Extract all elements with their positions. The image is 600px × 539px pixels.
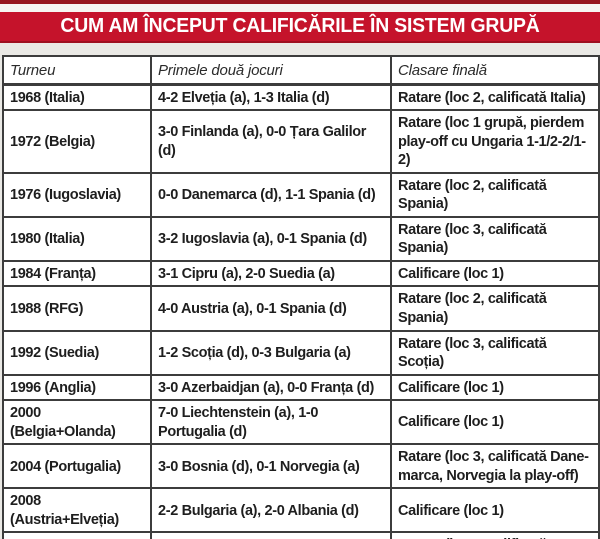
cell-turneu: 1980 (Italia) (2, 215, 152, 262)
cell-jocuri: 1-2 Scoția (d), 0-3 Bulgaria (a) (150, 329, 392, 376)
title-banner: CUM AM ÎNCEPUT CALIFICĂRILE ÎN SISTEM GR… (0, 12, 600, 43)
cell-clasare: Ratare (loc 3, calificată Dane­marca, No… (390, 443, 600, 490)
table-row: 2008 (Austria+Elveția) 2-2 Bulgaria (a),… (2, 487, 600, 534)
cell-clasare: Calificare (loc 1) (390, 487, 600, 534)
cell-clasare: Ratare (loc 2, calificată Italia) (390, 82, 600, 112)
cell-jocuri: 4-2 Elveția (a), 1-3 Italia (d) (150, 82, 392, 112)
cell-clasare: Ratare (loc 2, calificată Spania) (390, 285, 600, 332)
cell-turneu: 2000 (Belgia+Olanda) (2, 399, 152, 446)
table-header-row: Turneu Primele două jocuri Clasare final… (2, 55, 600, 86)
table-row: 2012 (Polonia+Ucraina) 1-1 Albania (a), … (2, 531, 600, 539)
cell-clasare: Ratare (loc 3, calificată Franța, Bosnia… (390, 531, 600, 539)
table-row: 1968 (Italia) 4-2 Elveția (a), 1-3 Itali… (2, 82, 600, 112)
cell-jocuri: 4-0 Austria (a), 0-1 Spania (d) (150, 285, 392, 332)
cell-turneu: 1992 (Suedia) (2, 329, 152, 376)
cell-clasare: Calificare (loc 1) (390, 373, 600, 402)
cell-jocuri: 0-0 Danemarca (d), 1-1 Spania (d) (150, 171, 392, 218)
cell-clasare: Ratare (loc 2, calificată Spania) (390, 171, 600, 218)
qualification-table: Turneu Primele două jocuri Clasare final… (2, 55, 600, 539)
cell-turneu: 1972 (Belgia) (2, 109, 152, 174)
page-title: CUM AM ÎNCEPUT CALIFICĂRILE ÎN SISTEM GR… (60, 15, 540, 37)
cell-clasare: Calificare (loc 1) (390, 399, 600, 446)
cell-jocuri: 3-0 Bosnia (d), 0-1 Norvegia (a) (150, 443, 392, 490)
cell-turneu: 2008 (Austria+Elveția) (2, 487, 152, 534)
cell-jocuri: 2-2 Bulgaria (a), 2-0 Albania (d) (150, 487, 392, 534)
table-row: 1980 (Italia) 3-2 Iugoslavia (a), 0-1 Sp… (2, 215, 600, 262)
top-white-strip (0, 4, 600, 12)
column-header-turneu: Turneu (2, 55, 152, 86)
cell-turneu: 1976 (Iugoslavia) (2, 171, 152, 218)
column-header-clasare-finala: Clasare finală (390, 55, 600, 86)
table-row: 1996 (Anglia) 3-0 Azerbaidjan (a), 0-0 F… (2, 373, 600, 402)
table-row: 2004 (Portugalia) 3-0 Bosnia (d), 0-1 No… (2, 443, 600, 490)
cell-turneu: 2004 (Portugalia) (2, 443, 152, 490)
cell-jocuri: 7-0 Liechtenstein (a), 1-0 Portugalia (d… (150, 399, 392, 446)
table-row: 1976 (Iugoslavia) 0-0 Danemarca (d), 1-1… (2, 171, 600, 218)
cell-turneu: 2012 (Polonia+Ucraina) (2, 531, 152, 539)
top-accent-strip (0, 0, 600, 4)
cell-turneu: 1988 (RFG) (2, 285, 152, 332)
table-row: 1992 (Suedia) 1-2 Scoția (d), 0-3 Bulgar… (2, 329, 600, 376)
cell-clasare: Ratare (loc 1 grupă, pierdem play-off cu… (390, 109, 600, 174)
table-row: 1984 (Franța) 3-1 Cipru (a), 2-0 Suedia … (2, 259, 600, 288)
column-header-primele-doua-jocuri: Primele două jocuri (150, 55, 392, 86)
cell-clasare: Ratare (loc 3, calificată Spania) (390, 215, 600, 262)
cell-jocuri: 3-1 Cipru (a), 2-0 Suedia (a) (150, 259, 392, 288)
table-row: 1972 (Belgia) 3-0 Finlanda (a), 0-0 Țara… (2, 109, 600, 174)
cell-jocuri: 3-0 Finlanda (a), 0-0 Țara Galilor (d) (150, 109, 392, 174)
cell-jocuri: 1-1 Albania (a), 0-0 Belarus (d) (150, 531, 392, 539)
table-row: 1988 (RFG) 4-0 Austria (a), 0-1 Spania (… (2, 285, 600, 332)
cell-turneu: 1968 (Italia) (2, 82, 152, 112)
cell-turneu: 1996 (Anglia) (2, 373, 152, 402)
cell-jocuri: 3-2 Iugoslavia (a), 0-1 Spania (d) (150, 215, 392, 262)
table-row: 2000 (Belgia+Olanda) 7-0 Liechtenstein (… (2, 399, 600, 446)
cell-clasare: Ratare (loc 3, calificată Scoția) (390, 329, 600, 376)
banner-table-gap (0, 43, 600, 55)
cell-turneu: 1984 (Franța) (2, 259, 152, 288)
cell-clasare: Calificare (loc 1) (390, 259, 600, 288)
cell-jocuri: 3-0 Azerbaidjan (a), 0-0 Franța (d) (150, 373, 392, 402)
